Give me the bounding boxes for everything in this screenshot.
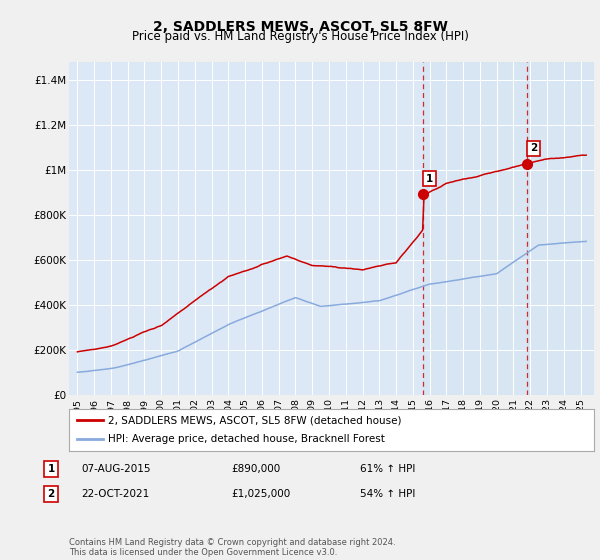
Text: 2: 2	[530, 143, 537, 153]
Text: 2: 2	[47, 489, 55, 499]
Text: 2, SADDLERS MEWS, ASCOT, SL5 8FW: 2, SADDLERS MEWS, ASCOT, SL5 8FW	[152, 20, 448, 34]
Text: Price paid vs. HM Land Registry's House Price Index (HPI): Price paid vs. HM Land Registry's House …	[131, 30, 469, 43]
Text: 61% ↑ HPI: 61% ↑ HPI	[360, 464, 415, 474]
Text: 1: 1	[426, 174, 433, 184]
Text: Contains HM Land Registry data © Crown copyright and database right 2024.
This d: Contains HM Land Registry data © Crown c…	[69, 538, 395, 557]
Text: 22-OCT-2021: 22-OCT-2021	[81, 489, 149, 499]
Text: HPI: Average price, detached house, Bracknell Forest: HPI: Average price, detached house, Brac…	[109, 435, 385, 445]
Text: £1,025,000: £1,025,000	[231, 489, 290, 499]
Bar	[423, 62, 527, 395]
Text: 54% ↑ HPI: 54% ↑ HPI	[360, 489, 415, 499]
Text: 07-AUG-2015: 07-AUG-2015	[81, 464, 151, 474]
Bar	[527, 62, 594, 395]
Text: 2, SADDLERS MEWS, ASCOT, SL5 8FW (detached house): 2, SADDLERS MEWS, ASCOT, SL5 8FW (detach…	[109, 415, 402, 425]
Text: 1: 1	[47, 464, 55, 474]
Text: £890,000: £890,000	[231, 464, 280, 474]
